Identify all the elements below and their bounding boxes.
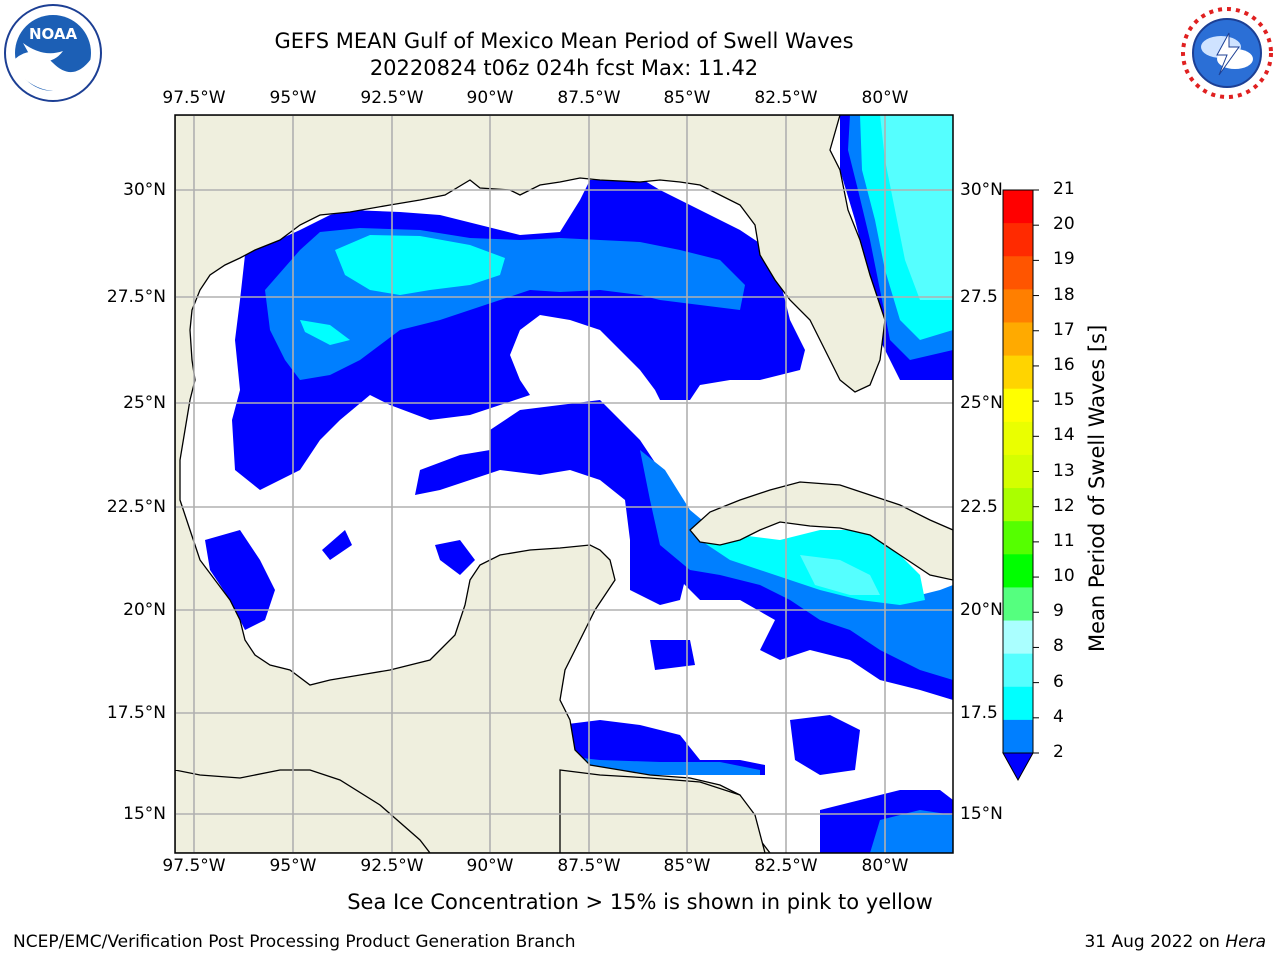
colorbar-segment-14 <box>1003 653 1033 688</box>
colorbar-tick-7: 14 <box>1053 425 1075 446</box>
period-6-northern-streak <box>300 320 350 345</box>
period-2-caribbean-east <box>790 715 860 775</box>
period-2-patch-2 <box>322 530 352 560</box>
colorbar-segment-3 <box>1003 289 1033 323</box>
footer-organization: NCEP/EMC/Verification Post Processing Pr… <box>13 932 576 952</box>
colorbar-segment-2 <box>1003 256 1033 290</box>
colorbar-tick-5: 16 <box>1053 354 1075 375</box>
colorbar-segment-4 <box>1003 322 1033 357</box>
colorbar-segment-7 <box>1003 421 1033 456</box>
lat-tick-left-6: 15°N <box>123 804 166 824</box>
colorbar-tick-6: 15 <box>1053 390 1075 411</box>
lat-tick-right-3: 22.5 <box>960 497 998 517</box>
lon-tick-bottom-7: 80°W <box>861 856 909 876</box>
lon-tick-top-1: 95°W <box>269 88 317 108</box>
colorbar-segment-15 <box>1003 686 1033 721</box>
lon-tick-bottom-2: 92.5°W <box>360 856 424 876</box>
colorbar-tick-8: 13 <box>1053 460 1075 481</box>
lon-tick-top-2: 92.5°W <box>360 88 424 108</box>
colorbar-segment-6 <box>1003 388 1033 423</box>
lon-tick-top-3: 90°W <box>466 88 514 108</box>
lat-tick-left-5: 17.5°N <box>106 703 166 723</box>
colorbar-segment-8 <box>1003 454 1033 489</box>
colorbar-extend-arrow <box>1002 752 1034 782</box>
colorbar <box>1002 189 1039 782</box>
colorbar-segment-11 <box>1003 554 1033 588</box>
land-north-america <box>175 115 886 853</box>
lon-tick-top-4: 87.5°W <box>557 88 621 108</box>
lon-tick-bottom-3: 90°W <box>466 856 514 876</box>
lon-tick-bottom-4: 87.5°W <box>557 856 621 876</box>
lon-tick-bottom-0: 97.5°W <box>162 856 226 876</box>
colorbar-tick-16: 2 <box>1053 742 1064 762</box>
period-8-caribbean <box>800 555 880 595</box>
colorbar-tick-13: 8 <box>1053 636 1064 657</box>
period-6-northern-gulf <box>335 235 505 295</box>
lon-tick-top-5: 85°W <box>663 88 711 108</box>
footer-machine: Hera <box>1225 932 1266 952</box>
colorbar-tick-1: 20 <box>1053 214 1075 235</box>
colorbar-label: Mean Period of Swell Waves [s] <box>1085 324 1109 652</box>
swell-period-field <box>175 115 953 853</box>
lat-tick-right-2: 25°N <box>960 393 1003 413</box>
colorbar-tick-11: 10 <box>1053 566 1075 587</box>
period-8-florida-atlantic <box>880 115 953 300</box>
colorbar-segment-16 <box>1003 719 1033 754</box>
sea-ice-note: Sea Ice Concentration > 15% is shown in … <box>347 890 933 914</box>
lat-tick-left-3: 22.5°N <box>106 497 166 517</box>
lat-tick-right-6: 15°N <box>960 804 1003 824</box>
colorbar-tick-4: 17 <box>1053 319 1075 340</box>
chart-title: GEFS MEAN Gulf of Mexico Mean Period of … <box>274 29 854 53</box>
period-2-central-gulf <box>415 400 700 605</box>
lon-tick-top-6: 82.5°W <box>754 88 818 108</box>
period-2-patch-1 <box>650 640 695 670</box>
lon-tick-bottom-5: 85°W <box>663 856 711 876</box>
chart-subtitle: 20220824 t06z 024h fcst Max: 11.42 <box>369 56 759 80</box>
period-4-caribbean-south <box>870 810 953 853</box>
land-central-america <box>559 769 766 853</box>
period-2-patch-3 <box>435 540 475 575</box>
colorbar-segment-5 <box>1003 355 1033 390</box>
nws-logo <box>1177 3 1277 103</box>
lat-tick-right-0: 30°N <box>960 180 1003 200</box>
footer-date: 31 Aug 2022 on Hera <box>1084 932 1266 952</box>
colorbar-tick-10: 11 <box>1053 530 1075 551</box>
lon-tick-bottom-6: 82.5°W <box>754 856 818 876</box>
lat-tick-right-4: 20°N <box>960 600 1003 620</box>
period-2-western-gulf <box>205 530 275 630</box>
noaa-logo-text: NOAA <box>29 25 78 43</box>
map-gridlines <box>175 115 953 853</box>
colorbar-tick-14: 6 <box>1053 671 1064 692</box>
colorbar-tick-15: 4 <box>1053 706 1064 727</box>
footer-date-text: 31 Aug 2022 on <box>1084 932 1226 952</box>
lon-tick-top-7: 80°W <box>861 88 909 108</box>
colorbar-segment-13 <box>1003 620 1033 655</box>
colorbar-segment-0 <box>1003 190 1033 224</box>
lat-tick-left-2: 25°N <box>123 393 166 413</box>
colorbar-tick-12: 9 <box>1053 601 1064 622</box>
lat-tick-right-5: 17.5 <box>960 703 998 723</box>
colorbar-tick-3: 18 <box>1053 284 1075 305</box>
lon-tick-bottom-1: 95°W <box>269 856 317 876</box>
colorbar-segment-12 <box>1003 587 1033 622</box>
noaa-logo: NOAA <box>3 3 103 103</box>
colorbar-tick-0: 21 <box>1053 179 1075 199</box>
colorbar-tick-9: 12 <box>1053 495 1075 516</box>
lat-tick-left-4: 20°N <box>123 600 166 620</box>
colorbar-segment-1 <box>1003 223 1033 257</box>
colorbar-segment-10 <box>1003 521 1033 555</box>
lat-tick-right-1: 27.5 <box>960 287 998 307</box>
lat-tick-left-1: 27.5°N <box>106 287 166 307</box>
colorbar-segment-9 <box>1003 488 1033 522</box>
colorbar-tick-2: 19 <box>1053 249 1075 270</box>
lat-tick-left-0: 30°N <box>123 180 166 200</box>
lon-tick-top-0: 97.5°W <box>162 88 226 108</box>
map-frame <box>174 114 954 854</box>
